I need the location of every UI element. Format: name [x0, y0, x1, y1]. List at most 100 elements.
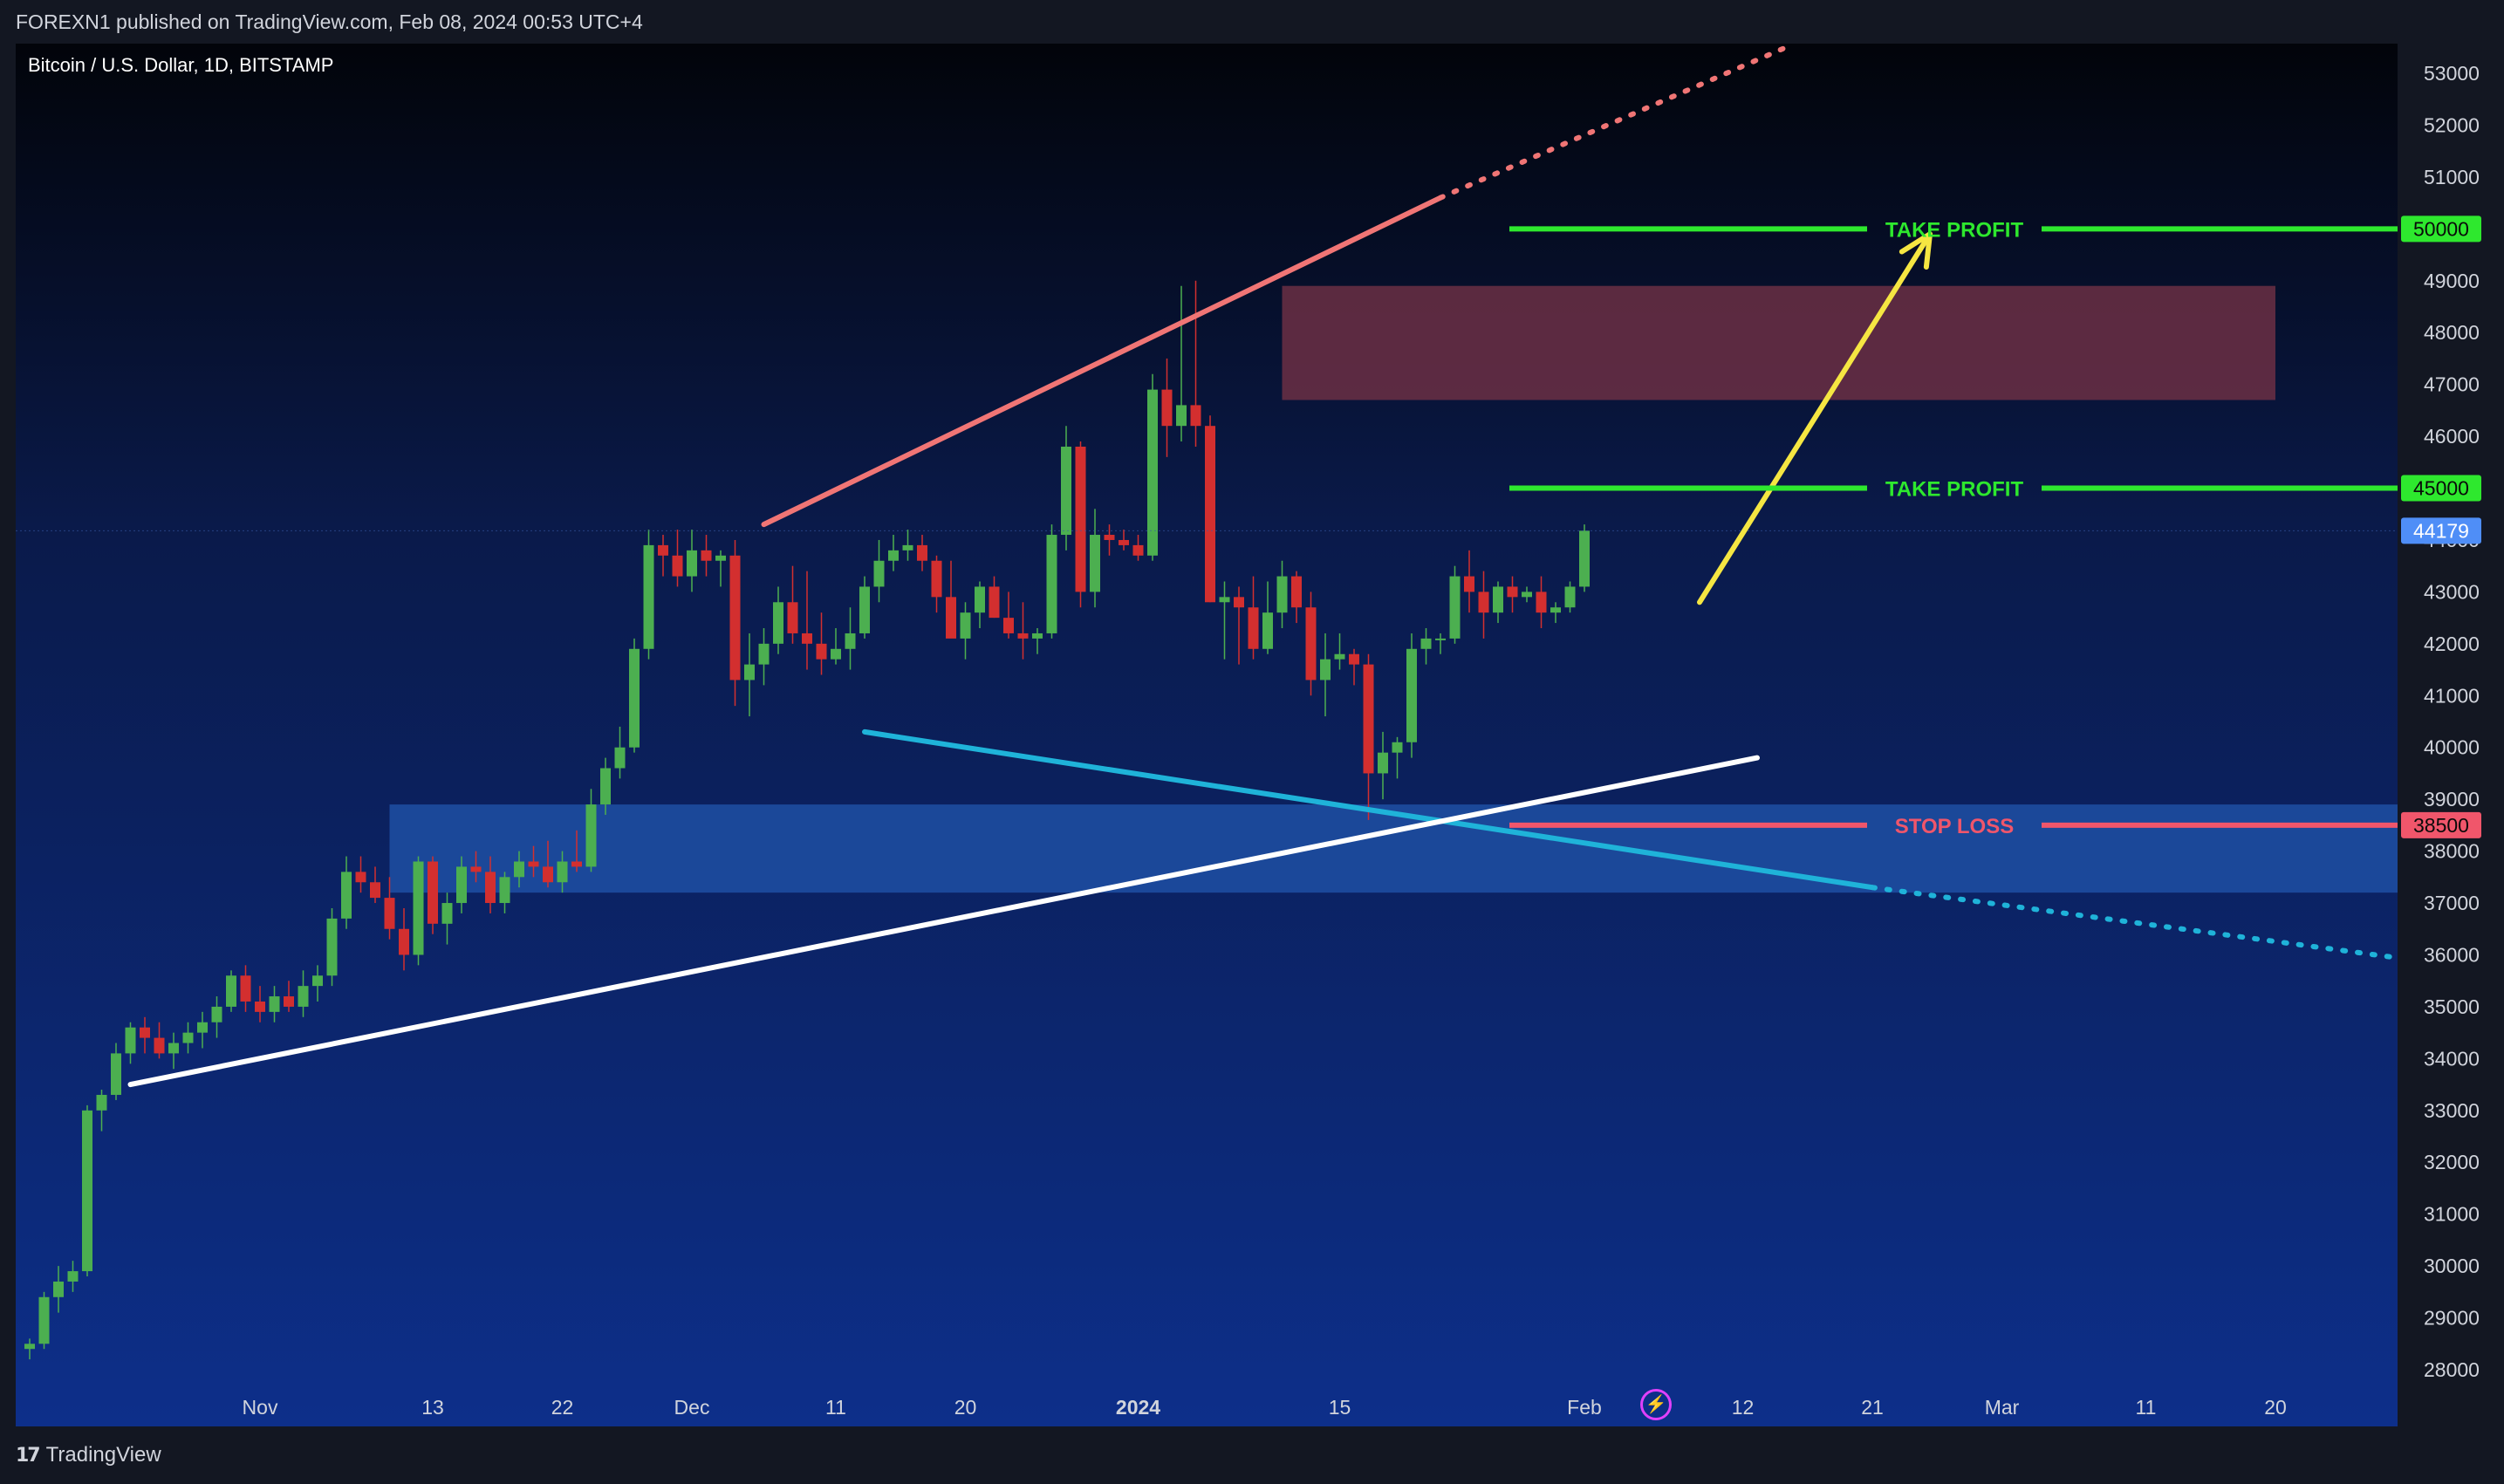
candle-body [600, 768, 611, 805]
candle-body [312, 975, 323, 987]
candle-body [38, 1296, 50, 1344]
candle [888, 535, 899, 571]
candle-body [1392, 742, 1403, 753]
y-tick-label: 42000 [2424, 633, 2480, 655]
candle [456, 856, 467, 913]
candle-body [1061, 446, 1071, 536]
candle [1449, 565, 1461, 644]
candle [1550, 602, 1561, 624]
upper-support-line-extension[interactable] [1870, 885, 2488, 973]
candle-body [1478, 592, 1489, 613]
demand-zone[interactable] [389, 804, 2398, 893]
candle [614, 726, 626, 779]
y-tick-label: 48000 [2424, 321, 2480, 344]
candle-body [758, 643, 770, 665]
candle [773, 586, 783, 654]
candle-body [399, 928, 409, 955]
rising-support-line[interactable] [127, 755, 1760, 1088]
x-tick-label: Feb [1567, 1396, 1602, 1419]
candle-body [197, 1022, 208, 1033]
candle-body [1003, 618, 1014, 633]
candle-body [1493, 586, 1503, 613]
candle-body [543, 866, 553, 883]
candle [1579, 524, 1590, 592]
candle [1003, 592, 1014, 639]
candle [543, 840, 553, 888]
candle [744, 633, 755, 717]
candle [1161, 358, 1173, 457]
candle [1119, 530, 1129, 551]
zones-layer [389, 285, 2398, 893]
candle-body [873, 560, 885, 587]
candle-body [960, 612, 971, 639]
candle [729, 539, 741, 707]
brand-name: TradingView [45, 1443, 161, 1467]
y-tick-label: 40000 [2424, 736, 2480, 759]
symbol-title: Bitcoin / U.S. Dollar, 1D, BITSTAMP [28, 54, 334, 76]
candle [902, 530, 913, 561]
supply-zone[interactable] [1282, 285, 2276, 400]
candle [715, 550, 726, 587]
candle [312, 965, 323, 1002]
chart-canvas[interactable]: TAKE PROFIT TAKE PROFIT STOP LOSS 53000 520… [16, 44, 2488, 1426]
chart-area[interactable]: TAKE PROFIT TAKE PROFIT STOP LOSS 53000 520… [16, 44, 2488, 1426]
candle-body [1090, 535, 1100, 592]
y-tick-label: 49000 [2424, 270, 2480, 292]
candle-body [744, 664, 755, 680]
candle [1305, 592, 1317, 696]
projection-arrow[interactable] [1697, 231, 1933, 605]
candle [399, 907, 409, 971]
candle [600, 757, 611, 815]
candle [1205, 415, 1215, 603]
candle-body [773, 602, 783, 644]
candle [1420, 628, 1432, 665]
candle [975, 581, 985, 629]
candle [1032, 628, 1043, 654]
candle-body [946, 597, 956, 639]
candle-body [1262, 612, 1273, 649]
candle [326, 907, 338, 987]
candle [859, 576, 870, 639]
y-tick-label: 37000 [2424, 892, 2480, 914]
x-axis: Nov 13 22 Dec 11 20 2024 15 Feb 12 21 Mar 11 20 [243, 1396, 2287, 1419]
candle [384, 877, 395, 940]
candle-body [917, 544, 927, 561]
tradingview-logo[interactable]: 17 TradingView [16, 1443, 161, 1467]
candle-body [845, 633, 856, 649]
candle [1493, 581, 1503, 624]
x-tick-label: 20 [2264, 1396, 2287, 1419]
candle-body [989, 586, 1000, 619]
resistance-line[interactable] [761, 195, 1443, 528]
candle [140, 1016, 150, 1054]
candle [528, 845, 539, 878]
lightning-icon[interactable]: ⚡ [1640, 1389, 1672, 1420]
candle-body [1550, 607, 1561, 613]
candle [917, 535, 927, 571]
upper-support-line[interactable] [862, 728, 1875, 891]
candle [38, 1291, 50, 1350]
candle-body [1522, 592, 1532, 598]
candle [1190, 280, 1201, 447]
candle-body [931, 560, 942, 598]
candle-body [816, 643, 827, 660]
candle [1363, 653, 1374, 820]
candle-body [1507, 586, 1518, 598]
y-tick-label: 41000 [2424, 684, 2480, 707]
candle-body [140, 1027, 150, 1038]
resistance-line-extension[interactable] [1438, 44, 1789, 201]
take-profit-2-price-tag [2401, 475, 2481, 502]
y-tick-label: 36000 [2424, 943, 2480, 966]
candle [1464, 550, 1474, 613]
candle [470, 851, 482, 883]
candle-body [226, 975, 236, 1007]
candle-body [614, 747, 626, 769]
candle [989, 576, 1000, 619]
candle-body [557, 861, 568, 883]
candle [82, 1104, 92, 1277]
x-tick-label: 21 [1861, 1396, 1884, 1419]
take-profit-2-label: TAKE PROFIT [1885, 478, 2024, 502]
candle-body [701, 550, 712, 561]
candle-body [168, 1043, 179, 1054]
candle-body [24, 1344, 35, 1350]
candle [1046, 524, 1057, 639]
